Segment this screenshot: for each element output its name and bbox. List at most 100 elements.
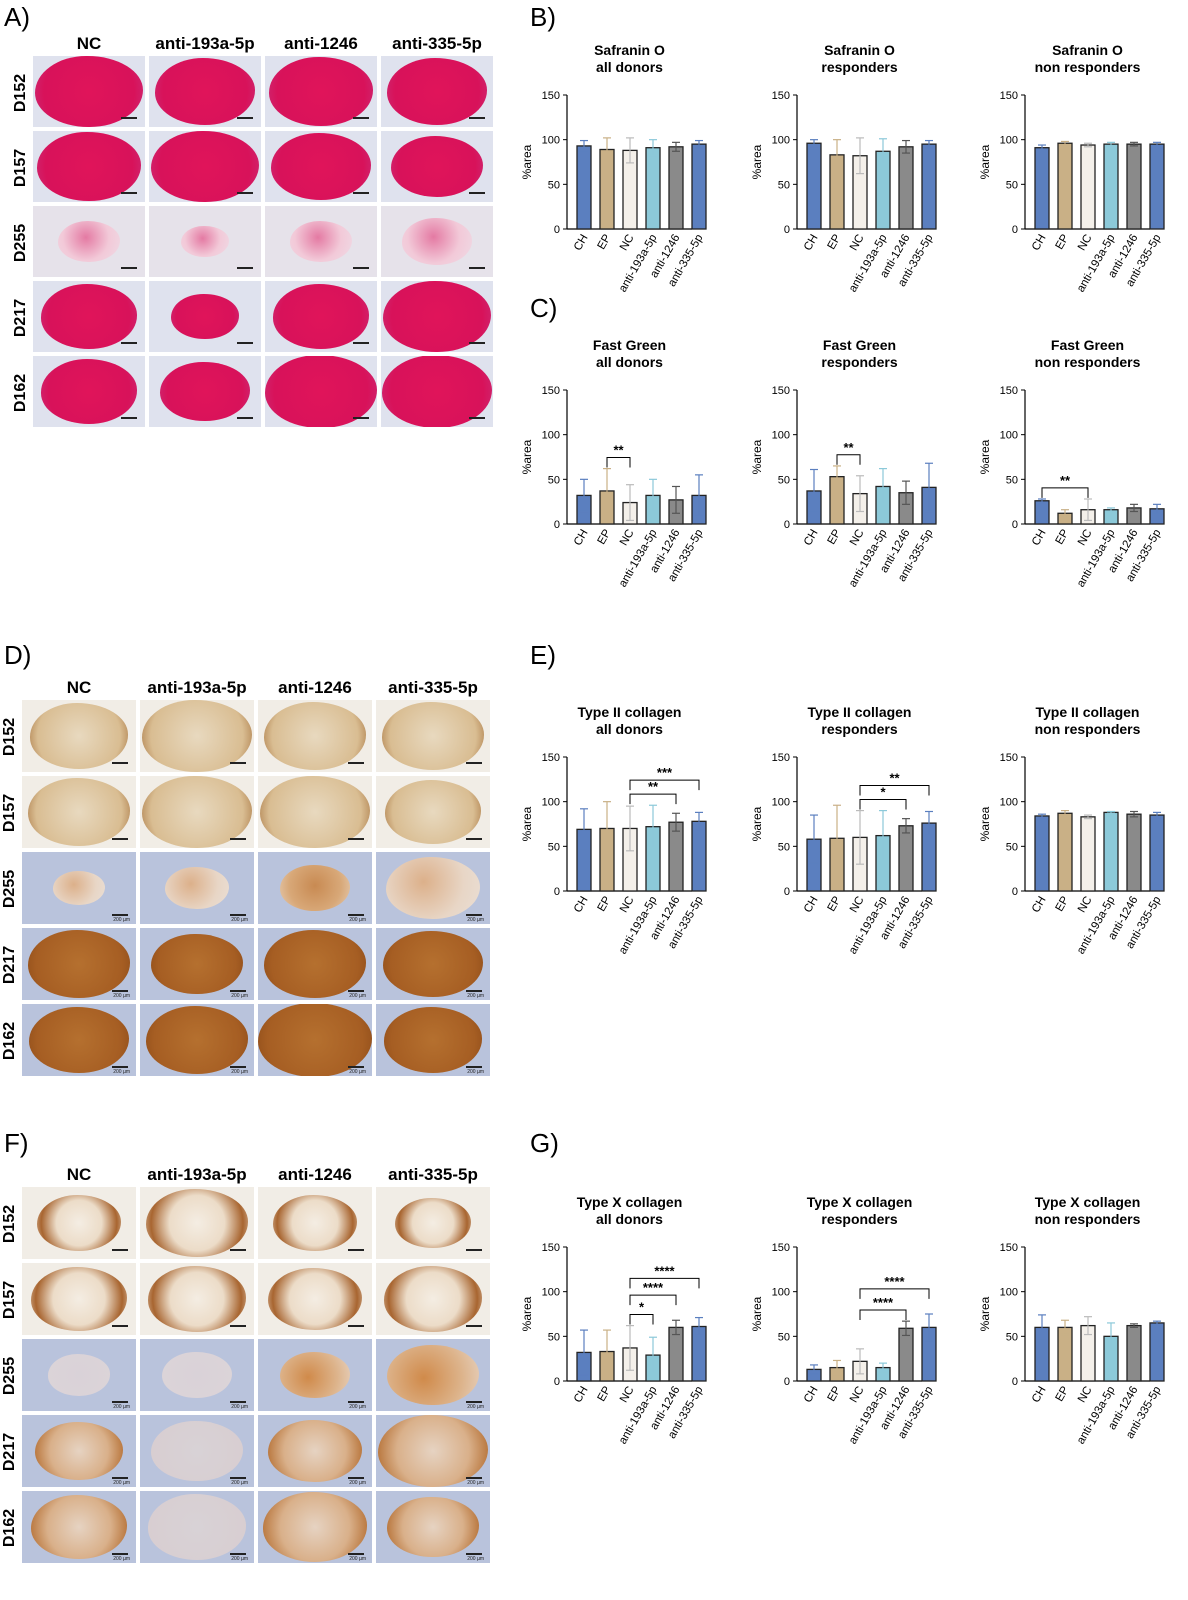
pellet-section xyxy=(386,57,488,126)
row-header-d152: D152 xyxy=(1,1204,18,1244)
pellet-section xyxy=(28,1006,130,1074)
micrograph-tile xyxy=(381,56,493,127)
pellet-section xyxy=(27,929,131,998)
significance-label: ** xyxy=(648,779,659,794)
chart-title: Safranin O xyxy=(594,42,665,58)
scale-bar xyxy=(121,417,137,419)
significance-bracket xyxy=(629,1294,677,1306)
micrograph-tile xyxy=(376,700,490,772)
micrograph-tile: 200 µm xyxy=(376,852,490,924)
micrograph-tile xyxy=(33,206,145,277)
pellet-section xyxy=(142,776,252,848)
y-axis-label: %area xyxy=(520,144,534,179)
column-header-anti-1246: anti-1246 xyxy=(278,1165,352,1184)
pellet-section xyxy=(47,1354,111,1396)
y-tick-label: 150 xyxy=(772,752,790,764)
bar-anti-335-5p xyxy=(921,143,937,230)
y-tick-label: 50 xyxy=(778,841,790,853)
pellet-section xyxy=(262,1492,368,1562)
chart-title: all donors xyxy=(596,354,663,370)
y-tick-label: 0 xyxy=(554,519,560,531)
scale-bar-label: 200 µm xyxy=(113,1069,130,1075)
x-tick-label: CH xyxy=(1030,1385,1049,1405)
scale-bar xyxy=(469,267,485,269)
scale-bar xyxy=(466,1401,482,1403)
pellet-section xyxy=(145,1188,249,1257)
x-tick-label: EP xyxy=(596,894,614,914)
micrograph-tile xyxy=(265,131,377,202)
x-tick-label: CH xyxy=(802,528,821,548)
y-tick-label: 0 xyxy=(1012,1376,1018,1388)
bar-ch xyxy=(1034,815,1050,892)
y-tick-label: 50 xyxy=(548,474,560,486)
pellet-section xyxy=(383,1266,482,1332)
bar-anti-1246 xyxy=(1126,143,1142,230)
scale-bar-label: 200 µm xyxy=(231,993,248,999)
bar-ep xyxy=(1057,142,1073,230)
pellet-section xyxy=(391,135,483,198)
micrograph-tile: 200 µm xyxy=(22,1004,136,1076)
row-header-d217: D217 xyxy=(12,298,29,337)
micrograph-tile xyxy=(258,700,372,772)
bar-anti-1246 xyxy=(668,146,684,230)
pellet-section xyxy=(395,1198,471,1248)
micrograph-tile xyxy=(33,356,145,427)
micrograph-tile xyxy=(381,281,493,352)
micrograph-tile xyxy=(381,206,493,277)
significance-label: ** xyxy=(1060,473,1071,488)
micrograph-tile: 200 µm xyxy=(140,1339,254,1411)
micrograph-tile: 200 µm xyxy=(376,1415,490,1487)
significance-bracket xyxy=(629,1277,700,1289)
y-tick-label: 150 xyxy=(542,385,560,397)
significance-label: *** xyxy=(657,765,673,780)
micrograph-tile: 200 µm xyxy=(376,928,490,1000)
y-tick-label: 150 xyxy=(1000,385,1018,397)
x-tick-label: CH xyxy=(572,1385,591,1405)
micrograph-tile xyxy=(376,1187,490,1259)
micrograph-tile xyxy=(22,776,136,848)
micrograph-tile xyxy=(22,700,136,772)
y-tick-label: 100 xyxy=(542,430,560,442)
chart-title: all donors xyxy=(596,721,663,737)
row-header-d255: D255 xyxy=(1,869,18,909)
panel-letter-e: E) xyxy=(530,640,556,670)
scale-bar xyxy=(121,342,137,344)
row-header-d162: D162 xyxy=(12,373,29,412)
scale-bar xyxy=(230,990,246,992)
pellet-section xyxy=(402,218,472,265)
pellet-section xyxy=(147,1266,246,1332)
scale-bar xyxy=(353,342,369,344)
scale-bar xyxy=(112,1401,128,1403)
scale-bar-label: 200 µm xyxy=(113,993,130,999)
micrograph-tile xyxy=(265,206,377,277)
micrograph-tile xyxy=(149,56,261,127)
pellet-section xyxy=(378,1415,488,1487)
significance-bracket xyxy=(859,798,907,810)
chart-title: responders xyxy=(821,59,897,75)
micrograph-tile: 200 µm xyxy=(376,1339,490,1411)
row-header-d157: D157 xyxy=(12,148,29,187)
scale-bar-label: 200 µm xyxy=(113,917,130,923)
micrograph-tile xyxy=(33,281,145,352)
chart-title: Type X collagen xyxy=(807,1194,913,1210)
bar-ch xyxy=(1034,147,1050,230)
scale-bar-label: 200 µm xyxy=(231,1556,248,1562)
significance-label: * xyxy=(880,784,886,799)
bar-ch xyxy=(806,142,822,230)
bar-anti-193a-5p xyxy=(1103,143,1119,230)
y-tick-label: 150 xyxy=(1000,90,1018,102)
scale-bar xyxy=(466,1325,482,1327)
chart-title: Type X collagen xyxy=(577,1194,683,1210)
pellet-section xyxy=(151,933,243,995)
micrograph-tile: 200 µm xyxy=(258,1339,372,1411)
chart-title: Fast Green xyxy=(593,337,666,353)
micrograph-tile xyxy=(265,56,377,127)
scale-bar xyxy=(230,762,246,764)
scale-bar xyxy=(230,1401,246,1403)
y-tick-label: 0 xyxy=(554,1376,560,1388)
micrograph-tile xyxy=(381,131,493,202)
chart-title: non responders xyxy=(1035,721,1141,737)
